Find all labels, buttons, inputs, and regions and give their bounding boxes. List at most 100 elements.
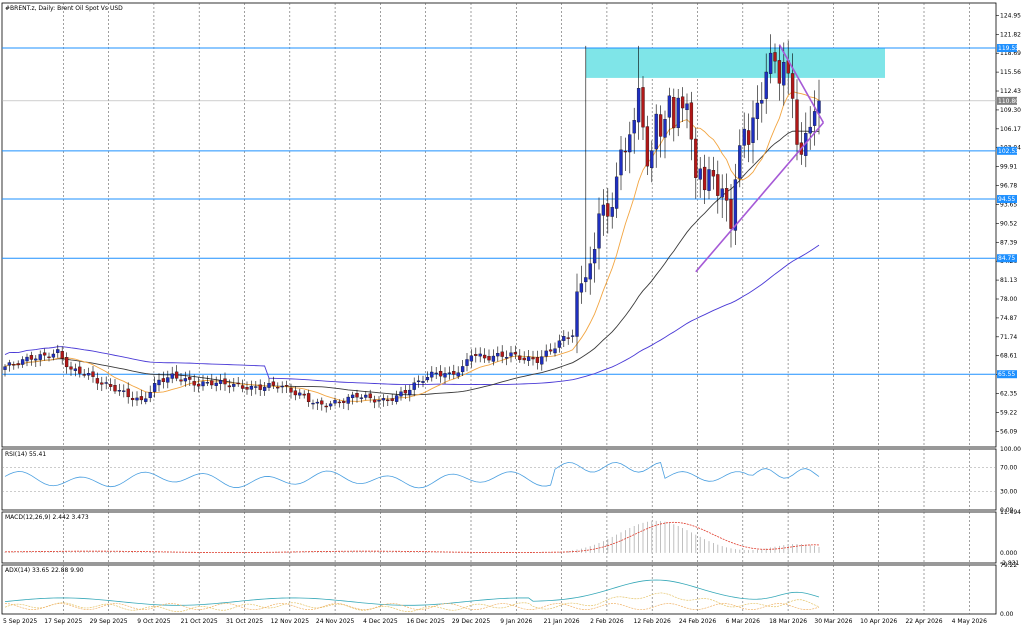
candle-body bbox=[192, 381, 196, 386]
candle-body bbox=[390, 398, 394, 401]
ma-fast-line bbox=[4, 91, 820, 402]
x-tick-label: 31 Oct 2025 bbox=[226, 618, 263, 625]
candle-body bbox=[386, 399, 390, 402]
x-tick-label: 18 Mar 2026 bbox=[769, 618, 807, 625]
macd-tick-label: 11.494 bbox=[1000, 509, 1021, 516]
candle-body bbox=[694, 138, 698, 178]
candle-body bbox=[584, 277, 588, 283]
candle-body bbox=[315, 401, 320, 404]
candle-body bbox=[676, 97, 680, 129]
candle-body bbox=[346, 396, 350, 404]
macd-tick-label: 0.000 bbox=[1000, 550, 1017, 557]
candle-body bbox=[412, 382, 416, 390]
candle-body bbox=[496, 353, 500, 357]
candle-body bbox=[122, 390, 126, 392]
y-tick-label: 115.56 bbox=[1000, 69, 1021, 76]
candle-body bbox=[298, 392, 302, 396]
candle-body bbox=[47, 356, 51, 359]
rsi-tick-label: 70.00 bbox=[1000, 464, 1017, 471]
candle-body bbox=[100, 382, 104, 385]
candle-body bbox=[588, 263, 592, 280]
x-tick-label: 21 Oct 2025 bbox=[181, 618, 218, 625]
candle-body bbox=[535, 357, 540, 363]
adx-tick-label: 79.22 bbox=[1000, 562, 1017, 569]
candle-body bbox=[509, 352, 513, 357]
candle-body bbox=[78, 366, 82, 374]
y-tick-label: 56.09 bbox=[1000, 428, 1017, 435]
candle-body bbox=[364, 394, 368, 398]
candle-body bbox=[108, 384, 113, 387]
candle-body bbox=[760, 100, 764, 104]
candle-body bbox=[658, 114, 663, 137]
x-tick-label: 29 Dec 2025 bbox=[452, 618, 491, 625]
candle-body bbox=[324, 405, 328, 408]
candle-body bbox=[60, 351, 64, 359]
candle-body bbox=[416, 380, 421, 383]
candle-body bbox=[698, 168, 702, 180]
candle-body bbox=[570, 335, 575, 337]
rsi-tick-label: 30.00 bbox=[1000, 489, 1017, 496]
candle-body bbox=[438, 370, 443, 377]
candle-body bbox=[205, 382, 210, 384]
y-tick-label: 59.22 bbox=[1000, 409, 1017, 416]
candle-body bbox=[12, 364, 16, 366]
price-label-box bbox=[997, 370, 1017, 379]
candle-body bbox=[478, 353, 482, 357]
candle-body bbox=[452, 371, 456, 375]
macd-tick-label: -2.831 bbox=[1000, 560, 1020, 567]
candle-body bbox=[29, 355, 34, 360]
candle-body bbox=[513, 352, 518, 355]
candle-body bbox=[522, 357, 526, 361]
y-tick-label: 109.30 bbox=[1000, 107, 1021, 114]
candle-body bbox=[606, 203, 610, 217]
x-tick-label: 10 Apr 2026 bbox=[860, 618, 897, 625]
y-tick-label: 99.91 bbox=[1000, 164, 1017, 171]
candle-body bbox=[16, 363, 20, 366]
y-tick-label: 121.82 bbox=[1000, 31, 1021, 38]
candle-body bbox=[597, 213, 601, 249]
candle-body bbox=[544, 350, 548, 357]
candle-body bbox=[245, 387, 249, 390]
candle-body bbox=[808, 126, 812, 134]
candle-body bbox=[306, 393, 311, 403]
candle-body bbox=[575, 291, 579, 337]
y-tick-label: 71.74 bbox=[1000, 334, 1017, 341]
candle-body bbox=[465, 359, 469, 366]
candle-body bbox=[764, 71, 768, 99]
candle-body bbox=[777, 60, 782, 84]
candle-body bbox=[447, 372, 452, 374]
y-tick-label: 112.43 bbox=[1000, 88, 1021, 95]
candle-body bbox=[214, 382, 218, 386]
candle-body bbox=[73, 368, 78, 371]
price-label: 119.55 bbox=[998, 45, 1019, 52]
candle-body bbox=[254, 386, 258, 388]
candle-body bbox=[82, 374, 86, 376]
candle-body bbox=[628, 134, 632, 153]
candle-body bbox=[130, 397, 135, 401]
candle-body bbox=[579, 283, 584, 293]
candle-body bbox=[812, 111, 817, 126]
candle-body bbox=[619, 149, 623, 176]
pane-frame-1 bbox=[1, 448, 997, 511]
candle-body bbox=[328, 403, 333, 407]
candle-body bbox=[148, 392, 152, 398]
macd-signal-line bbox=[4, 521, 820, 553]
candle-body bbox=[249, 386, 254, 390]
candle-body bbox=[755, 102, 760, 120]
candle-body bbox=[817, 100, 821, 114]
y-tick-label: 124.95 bbox=[1000, 12, 1021, 19]
price-label: 102.53 bbox=[998, 148, 1019, 155]
candle-body bbox=[641, 87, 645, 128]
candle-body bbox=[540, 356, 544, 365]
price-label-box bbox=[997, 254, 1017, 263]
rsi-title: RSI(14) 55.41 bbox=[5, 451, 46, 458]
price-label-box bbox=[997, 96, 1017, 105]
candle-body bbox=[350, 394, 355, 399]
candle-body bbox=[113, 385, 117, 392]
candle-body bbox=[632, 120, 636, 134]
y-tick-label: 74.87 bbox=[1000, 315, 1017, 322]
candle-body bbox=[144, 398, 148, 402]
candle-body bbox=[434, 372, 438, 375]
candle-body bbox=[3, 366, 7, 370]
candle-body bbox=[359, 397, 364, 399]
